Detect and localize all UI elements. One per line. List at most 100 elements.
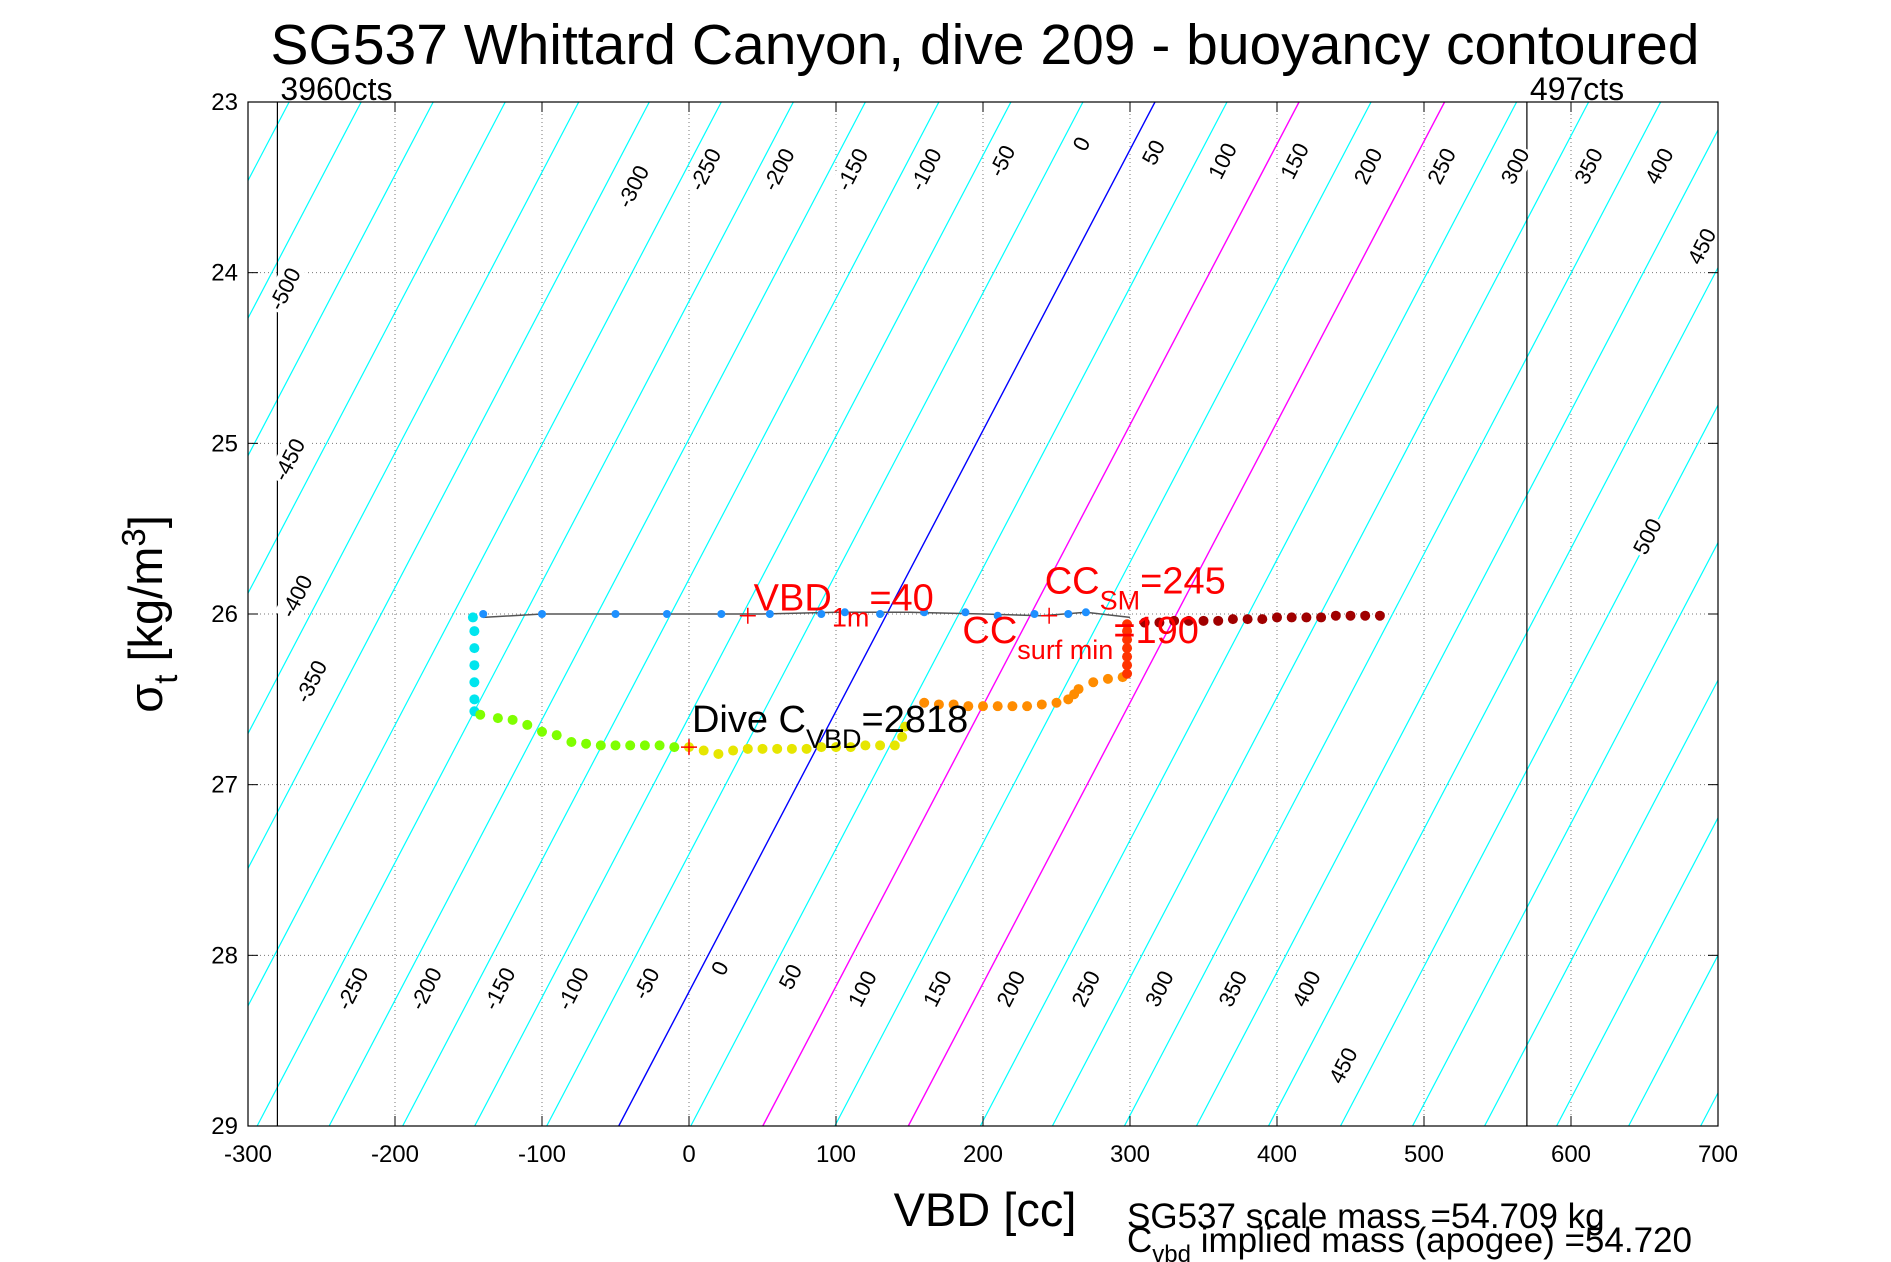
yellow-points-point: [897, 731, 908, 742]
contour-label-bg: [1135, 134, 1172, 171]
x-tick-label: -200: [371, 1141, 419, 1168]
contour-label-bg: [1494, 142, 1536, 190]
orange-points-point: [1102, 673, 1113, 684]
y-label-close: ]: [119, 515, 172, 528]
contour-label-bg: [756, 142, 801, 197]
yellow-points-point: [831, 742, 841, 753]
yellow-points-point: [845, 742, 856, 753]
green-points-point: [610, 740, 621, 751]
descent-points-point: [817, 610, 826, 618]
contour-label-bg: [262, 261, 307, 317]
yellow-points-point: [860, 740, 871, 751]
contour-label-bg: [267, 432, 312, 487]
annotation-sub: SM: [1100, 586, 1141, 616]
footer-implied-mass: Cvbd implied mass (apogee) =54.720: [1127, 1221, 1692, 1262]
darkred-points-point: [1183, 615, 1194, 626]
descent-points-point: [611, 610, 620, 618]
contour-line--250: [256, 102, 794, 1126]
descent-points-point: [840, 608, 849, 617]
green-points-point: [625, 740, 636, 751]
darkred-points-point: [1272, 612, 1282, 623]
contour-label-bg: [1274, 137, 1315, 185]
contour-label-bg: [330, 961, 375, 1016]
contour-line-500: [1339, 403, 1718, 1126]
descent-points-point: [538, 610, 546, 618]
marker-plus: [681, 739, 697, 756]
marker-plus: [1041, 607, 1058, 624]
darkred-points-point: [1154, 617, 1165, 628]
yellow-points-point: [816, 742, 827, 753]
yellow-points-point: [757, 743, 768, 754]
y-axis-label: σt [kg/m3]: [115, 515, 184, 713]
contour-line--500: [248, 102, 434, 457]
darkred-points-point: [1345, 610, 1356, 621]
red-points-point: [1122, 634, 1133, 645]
annotation-text: Dive CVBD=2818: [692, 699, 968, 754]
darkred-points-point: [1301, 612, 1312, 623]
x-tick-label: 500: [1404, 1141, 1444, 1168]
contour-label-bg: [1285, 964, 1327, 1013]
buoyancy-contours: [248, 102, 1718, 1126]
dive-series: [467, 608, 1385, 759]
darkred-points-point: [1213, 615, 1224, 626]
y-label-units: [kg/m: [119, 547, 172, 675]
annotation-value: =245: [1140, 561, 1226, 603]
x-tick-label: 200: [963, 1141, 1003, 1168]
x-tick-label: 400: [1257, 1141, 1297, 1168]
green-points-point: [654, 740, 665, 751]
annotation-text: CCSM=245: [1045, 561, 1226, 616]
x-tick-label: 0: [682, 1141, 695, 1168]
contour-label-bg: [917, 964, 958, 1013]
y-tick-label: 28: [211, 942, 238, 969]
contour-line--300: [248, 102, 722, 1008]
red-points-point: [1122, 643, 1133, 654]
green-points-point: [475, 709, 486, 720]
contour-line--550: [248, 102, 362, 320]
red-points-point: [1122, 668, 1133, 679]
yellow-points-point: [713, 748, 724, 759]
cyan-points-point: [469, 643, 480, 654]
green-points-point: [595, 740, 606, 751]
count-limit-label: 3960cts: [280, 71, 392, 107]
green-points-point: [507, 714, 518, 725]
chart-title: SG537 Whittard Canyon, dive 209 - buoyan…: [270, 13, 1699, 77]
yellow-points-point: [786, 743, 797, 754]
contour-line-550: [1412, 541, 1718, 1126]
contour-label-bg: [1212, 964, 1254, 1013]
svg-text:σt [kg/m3]: σt [kg/m3]: [115, 515, 184, 713]
contour-label-bg: [990, 964, 1032, 1013]
orange-points-point: [1022, 701, 1033, 712]
annotation-main: CC: [1045, 561, 1100, 603]
darkred-points-point: [1169, 615, 1180, 626]
yellow-points-point: [772, 743, 783, 754]
contour-label-bg: [772, 958, 808, 996]
green-points-point: [581, 738, 592, 749]
x-tick-label: 600: [1551, 1141, 1591, 1168]
y-label-superscript: 3: [115, 528, 152, 546]
y-label-subscript: t: [147, 675, 184, 684]
green-points-point: [566, 737, 577, 747]
annotation-main: CC: [962, 610, 1017, 652]
y-tick-label: 25: [211, 430, 238, 457]
annotation-value: =190: [1113, 610, 1199, 652]
orange-points-point: [963, 701, 974, 712]
darkred-points-point: [1227, 614, 1238, 625]
contour-line-200: [907, 102, 1446, 1126]
green-points-point: [639, 740, 650, 751]
descent-points-point: [1064, 610, 1073, 618]
contour-line-600: [1484, 678, 1718, 1126]
contour-line--50: [546, 102, 1084, 1126]
annotation-text: VBD1m=40: [754, 578, 934, 633]
annotation-sub: 1m: [832, 603, 870, 633]
contour-label-bg: [683, 142, 728, 197]
descent-points-point: [993, 611, 1002, 620]
cyan-points-point: [469, 677, 480, 688]
contour-label-bg: [1065, 964, 1107, 1013]
footer-scale-mass: SG537 scale mass =54.709 kg: [1127, 1197, 1605, 1236]
annotation-main: VBD: [754, 578, 832, 620]
contour-label-bg: [842, 964, 883, 1013]
descent-points-point: [662, 610, 671, 618]
darkred-points-point: [1316, 612, 1327, 623]
footer-c-tail: implied mass (apogee) =54.720: [1191, 1221, 1692, 1260]
darkred-points-point: [1198, 615, 1209, 626]
